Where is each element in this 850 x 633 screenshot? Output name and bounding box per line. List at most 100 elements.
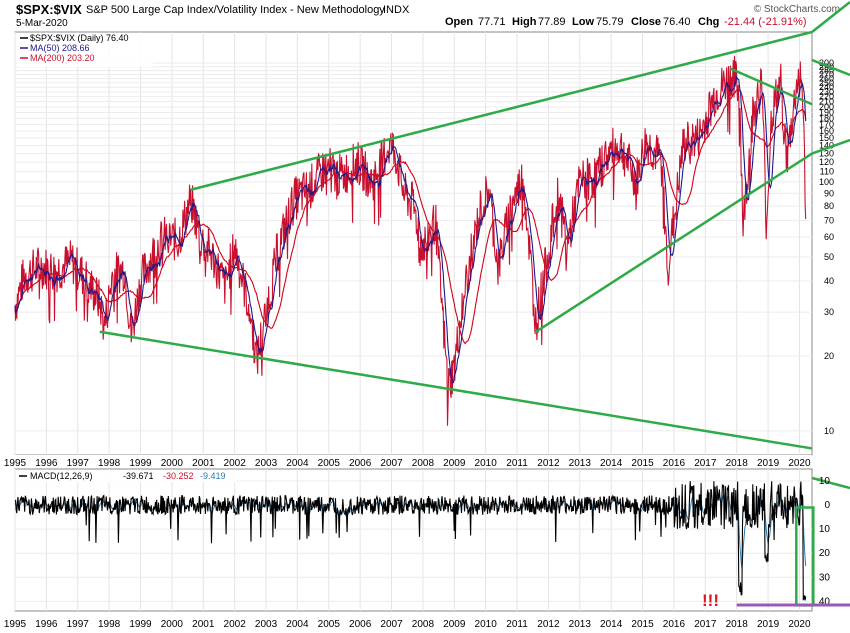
year-tick-label: 2006 xyxy=(349,619,372,630)
year-tick-label: 2002 xyxy=(224,458,247,469)
price-tick-label: 60 xyxy=(824,232,834,242)
year-tick-label: 2005 xyxy=(318,458,341,469)
macd-tick-label: 40 xyxy=(819,596,831,607)
year-tick-label: 2003 xyxy=(255,619,278,630)
year-tick-label: 2019 xyxy=(757,619,780,630)
macd-hist-value: -9.419 xyxy=(200,471,226,481)
trendline xyxy=(190,30,813,191)
open-label: Open xyxy=(445,16,473,28)
year-tick-label: 2007 xyxy=(380,458,403,469)
price-tick-label: 30 xyxy=(824,307,834,317)
price-tick-label: 100 xyxy=(819,177,834,187)
year-tick-label: 1995 xyxy=(4,458,27,469)
price-tick-label: 230 xyxy=(819,87,834,97)
price-tick-label: 160 xyxy=(819,126,834,136)
macd-line xyxy=(14,481,807,601)
trendline xyxy=(99,330,813,450)
price-tick-label: 130 xyxy=(819,149,834,159)
macd-tick-label: 30 xyxy=(819,572,831,583)
year-tick-label: 1995 xyxy=(4,619,27,630)
trendline xyxy=(811,138,850,155)
price-tick-label: 250 xyxy=(819,78,834,88)
price-tick-label: 280 xyxy=(819,66,834,76)
price-tick-label: 300 xyxy=(819,58,834,68)
high-label: High xyxy=(512,16,537,28)
macd-legend: MACD(12,26,9) -39.671 -30.252 -9.419 xyxy=(16,470,236,482)
price-tick-label: 110 xyxy=(820,167,834,177)
trendline xyxy=(811,476,850,490)
legend-ma50: MA(50) 208.66 xyxy=(30,43,90,53)
trendline xyxy=(811,58,850,77)
year-tick-label: 2012 xyxy=(537,619,560,630)
year-tick-label: 2004 xyxy=(286,458,309,469)
price-tick-label: 20 xyxy=(824,351,834,361)
year-tick-label: 2018 xyxy=(726,458,749,469)
year-tick-label: 2014 xyxy=(600,619,623,630)
legend-ma200: MA(200) 203.20 xyxy=(30,53,95,63)
price-tick-label: 140 xyxy=(819,141,834,151)
year-tick-label: 2018 xyxy=(726,619,749,630)
year-tick-label: 2001 xyxy=(192,458,215,469)
year-tick-label: 1998 xyxy=(98,619,121,630)
year-tick-label: 2007 xyxy=(380,619,403,630)
price-tick-label: 10 xyxy=(824,426,834,436)
year-tick-label: 2016 xyxy=(663,458,686,469)
price-tick-label: 50 xyxy=(824,252,834,262)
year-tick-label: 2010 xyxy=(475,619,498,630)
price-tick-label: 70 xyxy=(824,215,834,225)
price-tick-label: 200 xyxy=(819,102,834,112)
year-tick-label: 2013 xyxy=(569,619,592,630)
year-tick-label: 1997 xyxy=(67,458,90,469)
price-tick-label: 210 xyxy=(819,97,834,107)
year-tick-label: 2020 xyxy=(788,458,811,469)
price-tick-label: 180 xyxy=(819,113,834,123)
open-value: 77.71 xyxy=(478,16,506,28)
year-tick-label: 2006 xyxy=(349,458,372,469)
year-tick-label: 2015 xyxy=(631,619,654,630)
year-tick-label: 2013 xyxy=(569,458,592,469)
year-tick-label: 2019 xyxy=(757,458,780,469)
high-value: 77.89 xyxy=(538,16,566,28)
watermark: © StockCharts.com xyxy=(754,4,840,15)
macd-tick-label: 10 xyxy=(819,524,831,535)
legend-box xyxy=(18,33,153,67)
macd-signal-value: -30.252 xyxy=(163,471,194,481)
chart-date: 5-Mar-2020 xyxy=(16,18,68,29)
price-panel xyxy=(14,31,813,456)
chg-label: Chg xyxy=(698,16,719,28)
year-tick-label: 2014 xyxy=(600,458,623,469)
year-tick-label: 1997 xyxy=(67,619,90,630)
macd-series xyxy=(14,481,850,607)
price-tick-label: 90 xyxy=(824,188,834,198)
price-series xyxy=(14,55,807,426)
year-tick-label: 2010 xyxy=(475,458,498,469)
chart-header: $SPX:$VIX S&P 500 Large Cap Index/Volati… xyxy=(16,2,840,29)
legend: $SPX:$VIX (Daily) 76.40 MA(50) 208.66 MA… xyxy=(18,33,153,67)
trendlines xyxy=(99,1,850,490)
year-tick-label: 1999 xyxy=(129,619,152,630)
year-tick-label: 2002 xyxy=(224,619,247,630)
low-value: 75.79 xyxy=(596,16,624,28)
year-tick-label: 1996 xyxy=(35,619,58,630)
price-tick-label: 80 xyxy=(824,201,834,211)
ma200-line xyxy=(14,89,807,345)
exclaim-annotation: !!! xyxy=(702,591,719,610)
year-tick-label: 2000 xyxy=(161,619,184,630)
chart-title: S&P 500 Large Cap Index/Volatility Index… xyxy=(86,4,385,16)
price-tick-label: 220 xyxy=(819,92,834,102)
ma50-line xyxy=(14,75,807,384)
chg-value: -21.44 (-21.91%) xyxy=(724,16,807,28)
price-tick-label: 40 xyxy=(824,276,834,286)
price-tick-label: 190 xyxy=(819,107,834,117)
macd-value: -39.671 xyxy=(123,471,154,481)
year-axis-top: 1995 1996 1997 1998 1999 2000 2001 2002 2003 2004… xyxy=(4,458,811,469)
year-tick-label: 2017 xyxy=(694,619,717,630)
macd-y-axis: 10 0 10 20 30 40 xyxy=(819,476,831,607)
year-tick-label: 2011 xyxy=(506,619,528,630)
year-tick-label: 2016 xyxy=(663,619,686,630)
symbol-title: $SPX:$VIX xyxy=(16,2,82,17)
price-tick-label: 120 xyxy=(819,157,834,167)
year-tick-label: 2011 xyxy=(506,458,528,469)
year-tick-label: 1999 xyxy=(129,458,152,469)
year-tick-label: 2009 xyxy=(443,458,466,469)
